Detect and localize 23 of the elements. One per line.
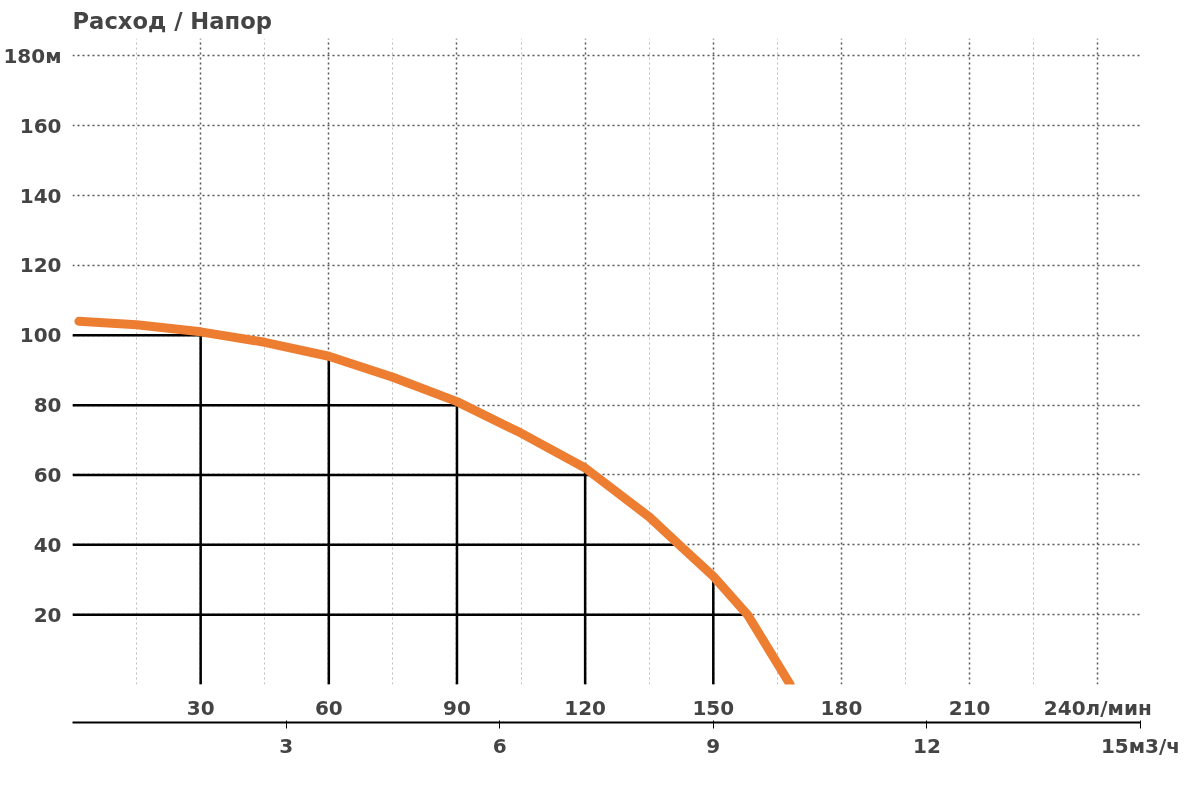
y-tick-label: 120 bbox=[19, 253, 62, 278]
x-tick-label: 120 bbox=[564, 695, 607, 720]
x2-tick-label: 6 bbox=[492, 733, 507, 758]
y-tick-label: 20 bbox=[33, 602, 62, 627]
x-tick-label: 150 bbox=[692, 695, 735, 720]
x2-tick-label: 12 bbox=[912, 733, 941, 758]
y-tick-label: 60 bbox=[33, 462, 62, 487]
x-tick-label: 90 bbox=[443, 695, 471, 720]
x2-tick-label: 15м3/ч bbox=[1100, 733, 1181, 758]
x2-tick-label: 3 bbox=[279, 733, 294, 758]
x-tick-label: 180 bbox=[820, 695, 863, 720]
x-tick-label: 30 bbox=[186, 695, 215, 720]
x-tick-label: 240л/мин bbox=[1043, 695, 1152, 720]
y-tick-label: 80 bbox=[33, 393, 62, 418]
y-tick-label: 160 bbox=[19, 113, 62, 138]
x-tick-label: 210 bbox=[948, 695, 991, 720]
y-tick-label: 100 bbox=[19, 323, 62, 348]
y-tick-label: 180м bbox=[3, 43, 62, 68]
y-tick-label: 40 bbox=[33, 532, 62, 557]
x2-tick-label: 9 bbox=[706, 733, 721, 758]
x-tick-label: 60 bbox=[314, 695, 343, 720]
chart-title: Расход / Напор bbox=[72, 7, 273, 34]
y-tick-label: 140 bbox=[19, 183, 62, 208]
